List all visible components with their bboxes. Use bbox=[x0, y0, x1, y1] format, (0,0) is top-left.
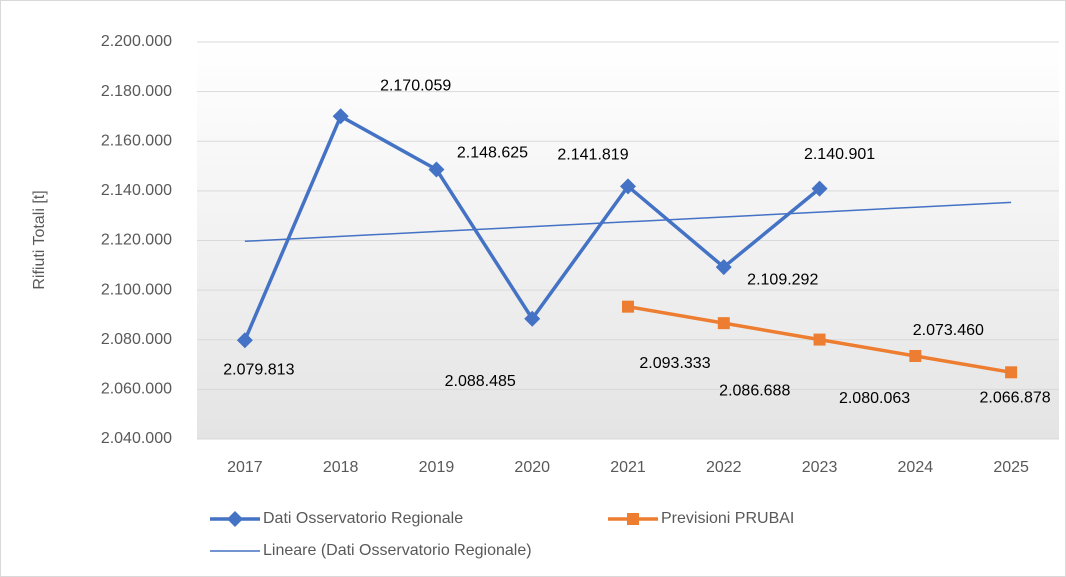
y-tick-label: 2.080.000 bbox=[101, 331, 172, 348]
x-tick-label: 2020 bbox=[514, 459, 550, 476]
data-point bbox=[813, 333, 826, 346]
data-point bbox=[909, 349, 922, 362]
legend-marker bbox=[227, 511, 243, 527]
data-point bbox=[715, 259, 732, 276]
legend-marker bbox=[627, 513, 639, 525]
data-point bbox=[622, 300, 634, 313]
data-point bbox=[620, 178, 636, 195]
data-point bbox=[428, 161, 445, 178]
y-tick-label: 2.120.000 bbox=[101, 232, 172, 249]
y-tick-label: 2.040.000 bbox=[101, 430, 172, 447]
data-label: 2.080.063 bbox=[839, 390, 910, 407]
legend-label: Previsioni PRUBAI bbox=[661, 510, 794, 527]
data-point bbox=[236, 332, 253, 349]
data-label: 2.140.901 bbox=[804, 146, 875, 163]
x-tick-label: 2023 bbox=[802, 459, 838, 476]
data-point bbox=[1005, 366, 1018, 379]
trend-line bbox=[244, 201, 1012, 243]
y-tick-label: 2.160.000 bbox=[101, 132, 172, 149]
y-tick-label: 2.100.000 bbox=[101, 281, 172, 298]
data-point bbox=[717, 317, 730, 330]
data-point bbox=[524, 310, 541, 327]
y-tick-label: 2.180.000 bbox=[101, 83, 172, 100]
y-tick-label: 2.200.000 bbox=[101, 33, 172, 50]
x-tick-label: 2025 bbox=[993, 459, 1029, 476]
data-label: 2.086.688 bbox=[719, 382, 790, 399]
legend-label: Lineare (Dati Osservatorio Regionale) bbox=[263, 542, 532, 559]
legend-label: Dati Osservatorio Regionale bbox=[263, 510, 463, 527]
data-label: 2.088.485 bbox=[445, 373, 516, 390]
data-label: 2.066.878 bbox=[980, 390, 1051, 407]
data-label: 2.141.819 bbox=[557, 147, 628, 164]
data-label: 2.093.333 bbox=[639, 355, 710, 372]
data-point bbox=[811, 180, 828, 197]
data-point bbox=[332, 108, 349, 125]
x-tick-label: 2017 bbox=[227, 459, 263, 476]
y-tick-label: 2.140.000 bbox=[101, 182, 172, 199]
data-label: 2.170.059 bbox=[380, 78, 451, 95]
x-tick-label: 2021 bbox=[610, 459, 646, 476]
data-label: 2.148.625 bbox=[457, 145, 528, 162]
y-axis-label: Rifiuti Totali [t] bbox=[31, 190, 48, 289]
x-tick-label: 2019 bbox=[419, 459, 455, 476]
data-label: 2.109.292 bbox=[747, 271, 818, 288]
x-tick-label: 2022 bbox=[706, 459, 742, 476]
data-label: 2.079.813 bbox=[223, 361, 294, 378]
x-tick-label: 2024 bbox=[898, 459, 934, 476]
data-label: 2.073.460 bbox=[913, 322, 984, 339]
x-tick-label: 2018 bbox=[323, 459, 359, 476]
y-tick-label: 2.060.000 bbox=[101, 381, 172, 398]
